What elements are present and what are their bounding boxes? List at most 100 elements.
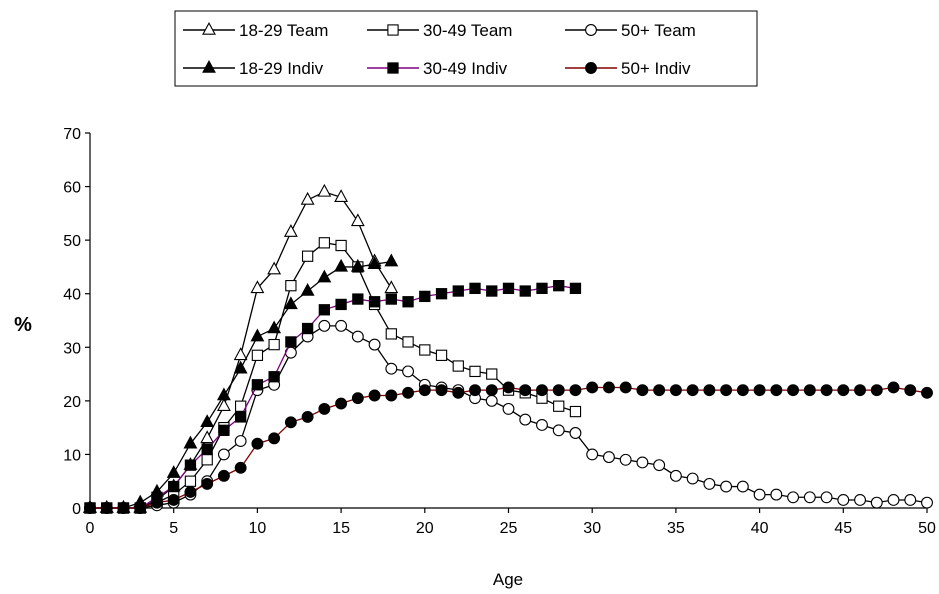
- data-point: [921, 496, 933, 509]
- data-point: [402, 296, 414, 308]
- data-point: [519, 413, 532, 426]
- data-point: [452, 386, 465, 399]
- data-point: [385, 293, 397, 305]
- data-point: [837, 494, 850, 506]
- data-point: [469, 384, 481, 397]
- data-point: [84, 502, 96, 514]
- data-point: [552, 384, 565, 397]
- data-point: [251, 349, 264, 361]
- legend-swatch-marker: [202, 21, 216, 35]
- data-point: [100, 502, 113, 514]
- data-point: [669, 384, 682, 397]
- x-tick-label: 45: [834, 520, 852, 537]
- data-point: [318, 319, 331, 332]
- y-tick-label: 70: [63, 126, 81, 143]
- legend-item-18-29-team: 18-29 Team: [183, 21, 328, 40]
- data-point: [285, 280, 297, 292]
- data-point: [368, 296, 381, 308]
- data-point: [233, 360, 248, 374]
- y-tick-label: 0: [72, 501, 81, 518]
- x-tick-label: 35: [667, 520, 685, 537]
- y-axis-title: %: [14, 314, 32, 336]
- series-layer: [83, 183, 933, 514]
- data-point: [151, 496, 163, 509]
- data-point: [268, 338, 280, 351]
- data-point: [619, 453, 632, 466]
- series-50-indiv: [84, 381, 933, 514]
- x-tick-label: 30: [583, 520, 601, 537]
- data-point: [352, 293, 364, 305]
- data-point: [217, 469, 230, 482]
- data-point: [921, 386, 933, 399]
- data-point: [300, 191, 315, 205]
- data-point: [553, 400, 565, 412]
- data-point: [736, 384, 749, 397]
- data-point: [267, 261, 282, 275]
- data-point: [435, 384, 448, 397]
- legend-swatch-marker: [387, 62, 399, 74]
- data-point: [904, 494, 917, 506]
- data-point: [201, 454, 213, 466]
- data-point: [502, 402, 515, 415]
- data-point: [402, 386, 415, 399]
- data-point: [318, 237, 331, 249]
- data-point: [870, 496, 883, 509]
- legend-swatch-marker: [387, 24, 399, 36]
- y-tick-label: 50: [63, 233, 81, 250]
- data-point: [636, 456, 649, 469]
- legend-label: 30-49 Indiv: [423, 59, 508, 78]
- data-point: [285, 336, 297, 348]
- series-30-49-team: [84, 237, 582, 514]
- data-point: [217, 448, 230, 461]
- data-point: [619, 381, 632, 394]
- data-point: [201, 443, 213, 455]
- data-point: [351, 392, 364, 405]
- data-point: [787, 384, 800, 397]
- data-point: [602, 451, 615, 464]
- data-point: [469, 365, 481, 378]
- data-point: [318, 304, 331, 316]
- data-point: [335, 319, 348, 332]
- data-point: [350, 213, 365, 227]
- data-point: [233, 347, 248, 361]
- data-point: [569, 282, 582, 295]
- data-point: [250, 328, 265, 342]
- legend-box: [174, 10, 758, 87]
- data-point: [703, 477, 716, 490]
- data-point: [251, 437, 264, 450]
- data-point: [385, 389, 398, 402]
- data-point: [300, 282, 315, 296]
- data-point: [402, 336, 414, 348]
- data-point: [268, 432, 281, 445]
- legend-item-50-indiv: 50+ Indiv: [565, 59, 691, 78]
- x-axis-title: Age: [493, 570, 523, 589]
- data-point: [267, 320, 282, 334]
- data-point: [519, 285, 531, 297]
- data-point: [502, 381, 515, 394]
- data-point: [301, 410, 314, 423]
- data-point: [569, 427, 582, 439]
- data-point: [134, 502, 147, 514]
- data-point: [216, 398, 231, 411]
- data-point: [368, 338, 381, 351]
- data-point: [553, 280, 565, 292]
- axes: 0 10 20 30 40 50 60 70 0 5 10 15 20 25 30 35 40 45 50: [63, 126, 936, 537]
- legend: 18-29 Team 30-49 Team 50+ Team 18-29 Indiv 3…: [174, 10, 758, 87]
- data-point: [283, 224, 298, 237]
- data-point: [166, 465, 181, 478]
- data-point: [820, 491, 833, 504]
- data-point: [519, 384, 532, 397]
- data-point: [569, 384, 582, 397]
- data-point: [216, 387, 231, 401]
- data-point: [904, 384, 917, 397]
- x-tick-label: 20: [416, 520, 434, 537]
- data-point: [536, 384, 548, 397]
- data-point: [536, 419, 548, 431]
- data-point: [317, 183, 332, 197]
- y-tick-label: 40: [63, 287, 81, 304]
- data-point: [350, 258, 365, 272]
- y-tick-label: 60: [63, 180, 81, 197]
- legend-swatch-marker: [202, 59, 216, 73]
- data-point: [820, 384, 833, 397]
